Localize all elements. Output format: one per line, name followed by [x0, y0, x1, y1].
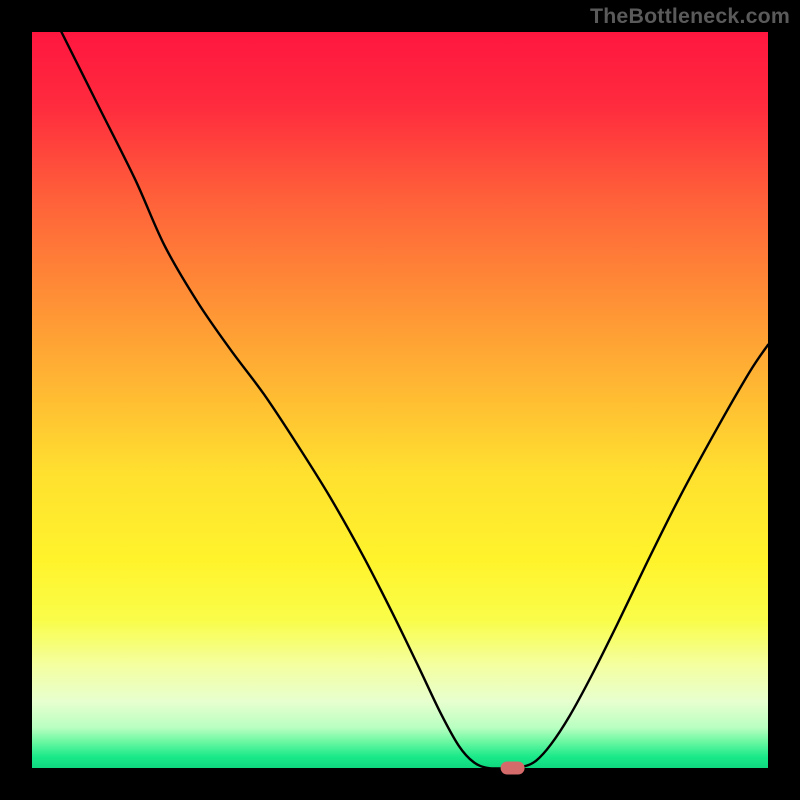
optimal-point-marker	[501, 762, 525, 775]
attribution-watermark: TheBottleneck.com	[590, 4, 790, 29]
chart-svg	[0, 0, 800, 800]
chart-stage: TheBottleneck.com	[0, 0, 800, 800]
plot-background	[32, 32, 768, 768]
